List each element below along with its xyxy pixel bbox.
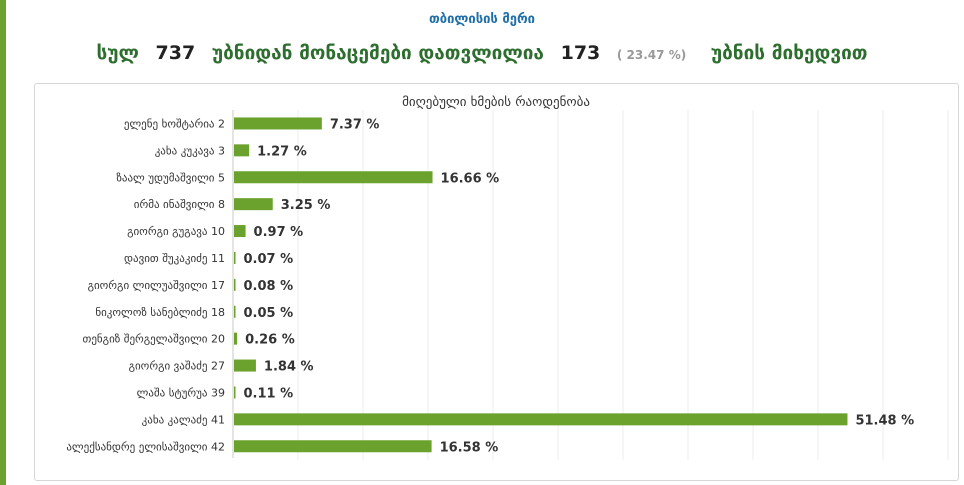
bar[interactable] (234, 278, 236, 291)
results-bar-chart: მიღებული ხმების რაოდენობა ელენე ხოშტარია… (66, 95, 949, 460)
chart-grid (297, 110, 949, 460)
bar[interactable] (234, 413, 848, 426)
bar[interactable] (234, 198, 273, 211)
bar[interactable] (234, 440, 432, 453)
category-label: გიორგი ვაშაძე 27 (129, 360, 225, 373)
chart-panel: მიღებული ხმების რაოდენობა ელენე ხოშტარია… (34, 83, 959, 481)
data-label: 51.48 % (855, 413, 914, 428)
data-label: 1.27 % (257, 144, 307, 159)
counted-label: უბნიდან მონაცემები დათვლილია (211, 42, 544, 64)
data-label: 0.05 % (244, 306, 294, 321)
data-label: 0.97 % (254, 225, 304, 240)
category-label: ლაშა სტურუა 39 (137, 386, 225, 399)
chart-marks: ელენე ხოშტარია 2 7.37 % კახა კუკავა 3 1.27 … (66, 117, 914, 455)
data-label: 1.84 % (264, 360, 314, 375)
category-label: კახა კალაძე 41 (142, 413, 225, 426)
data-label: 0.26 % (245, 333, 295, 348)
data-label: 7.37 % (330, 117, 380, 132)
category-label: ელენე ხოშტარია 2 (124, 117, 225, 130)
bar[interactable] (234, 332, 238, 345)
category-label: თენგიზ შერგელაშვილი 20 (83, 333, 225, 346)
bar[interactable] (234, 117, 322, 130)
bar[interactable] (234, 386, 236, 399)
counted-precincts: 173 (560, 42, 601, 64)
category-label: ნიკოლოზ სანებლიძე 18 (95, 306, 225, 319)
bar[interactable] (234, 225, 246, 238)
chart-title: მიღებული ხმების რაოდენობა (402, 95, 590, 110)
data-label: 16.58 % (440, 440, 499, 455)
bar[interactable] (234, 144, 250, 157)
category-label: გიორგი გუგავა 10 (127, 225, 225, 238)
category-label: ზაალ უდუმაშვილი 5 (116, 171, 225, 184)
category-label: ალექსანდრე ელისაშვილი 42 (66, 440, 225, 453)
summary-line: სულ 737 უბნიდან მონაცემები დათვლილია 173… (0, 42, 964, 64)
data-label: 0.07 % (244, 252, 294, 267)
page-title: თბილისის მერი (429, 12, 535, 27)
bar[interactable] (234, 305, 236, 318)
category-label: დავით შუკაკიძე 11 (124, 252, 225, 265)
bar[interactable] (234, 359, 256, 372)
left-accent-bar (0, 0, 6, 485)
data-label: 0.08 % (244, 279, 294, 294)
data-label: 0.11 % (244, 386, 294, 401)
bar[interactable] (234, 251, 236, 264)
category-label: გიორგი ლილუაშვილი 17 (88, 279, 225, 292)
total-precincts: 737 (155, 42, 196, 64)
counted-percent: ( 23.47 %) (616, 48, 687, 62)
data-label: 16.66 % (441, 171, 500, 186)
category-label: კახა კუკავა 3 (155, 144, 225, 157)
total-label: სულ (96, 42, 139, 64)
suffix-label: უბნის მიხედვით (710, 42, 868, 64)
bar[interactable] (234, 171, 433, 184)
category-label: ირმა ინაშვილი 8 (134, 198, 225, 211)
data-label: 3.25 % (281, 198, 331, 213)
